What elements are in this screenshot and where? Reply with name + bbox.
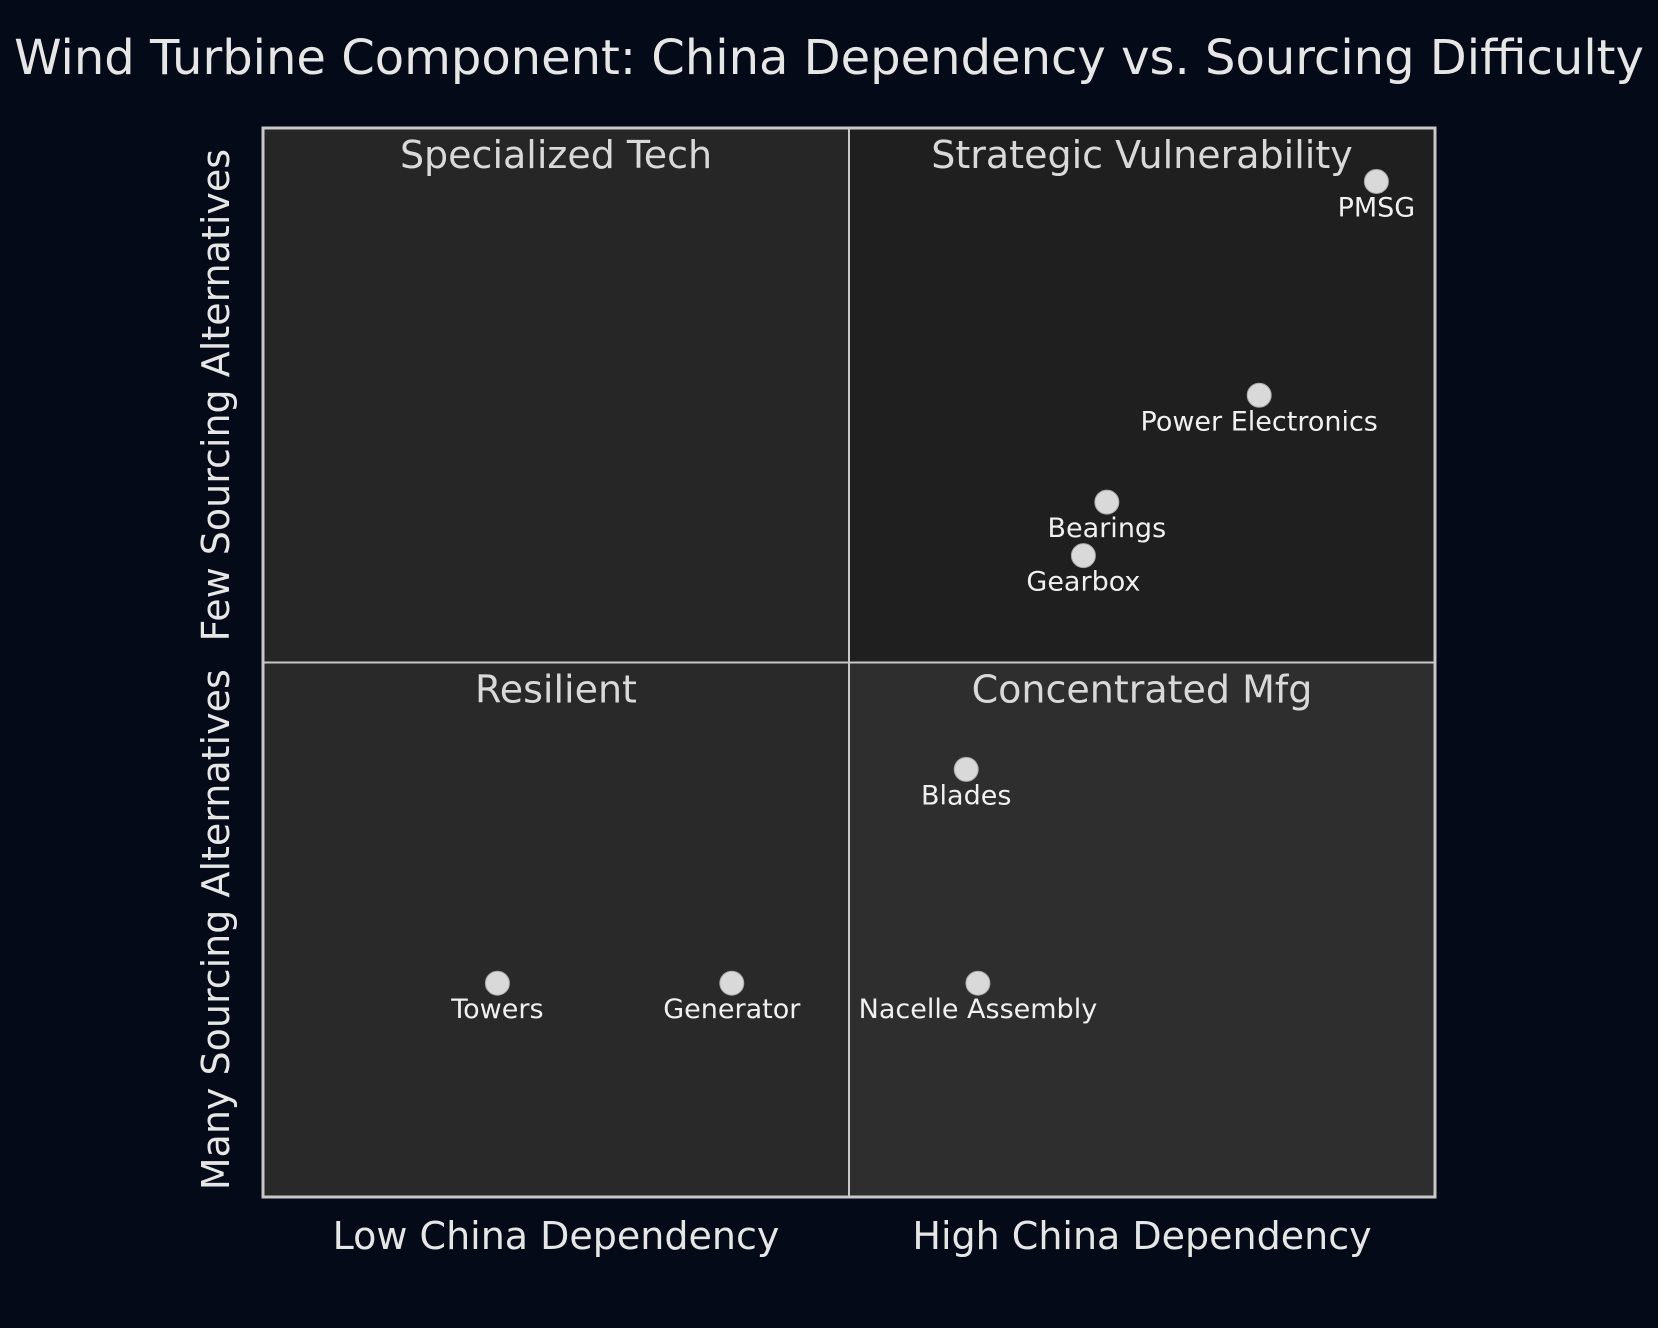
data-point-label: Nacelle Assembly [859,994,1098,1025]
data-point [953,756,979,782]
data-point [719,970,745,996]
data-point-label: Blades [921,780,1011,811]
chart-title: Wind Turbine Component: China Dependency… [14,30,1644,86]
quadrant-top-right [849,128,1435,663]
data-points: PMSG Power Electronics Bearings Gearbox Blad… [450,168,1416,1025]
data-point [484,970,510,996]
x-axis-label-left: Low China Dependency [333,1214,780,1258]
data-point [1363,168,1389,194]
data-point-label: Bearings [1048,513,1167,544]
y-axis-label-bottom: Many Sourcing Alternatives [194,669,238,1190]
quadrant-label-bottom-left: Resilient [475,668,637,712]
data-point [1246,382,1272,408]
data-point [965,970,991,996]
data-point-label: Power Electronics [1141,406,1378,437]
data-point [1070,543,1096,569]
data-point-label: Gearbox [1026,567,1140,598]
quadrant-label-top-left: Specialized Tech [400,133,712,177]
x-axis-label-right: High China Dependency [912,1214,1371,1258]
plot-border [261,126,1437,1199]
y-axis-label-top: Few Sourcing Alternatives [194,149,238,642]
quadrant-top-left [263,128,849,663]
quadrant-label-top-right: Strategic Vulnerability [931,133,1352,177]
data-point-label: Generator [663,994,801,1025]
data-point-label: PMSG [1338,192,1416,223]
data-point-label: Towers [450,994,543,1025]
quadrant-bottom-left [263,662,849,1197]
quadrant-bottom-right [849,662,1435,1197]
quadrant-label-bottom-right: Concentrated Mfg [972,668,1313,712]
data-point [1094,489,1120,515]
